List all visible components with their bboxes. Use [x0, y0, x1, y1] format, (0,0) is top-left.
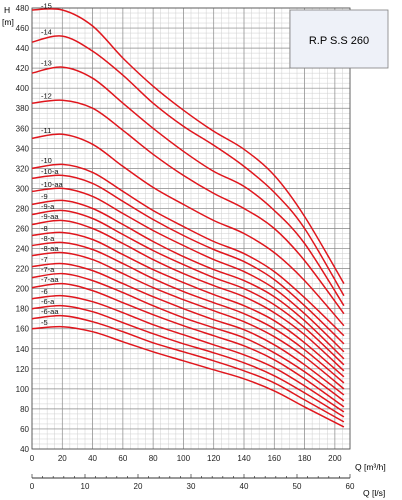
secondary-tick-label: 0 — [30, 482, 35, 491]
pump-curve-14 — [31, 35, 345, 297]
x-tick-label: 140 — [237, 454, 251, 463]
y-tick-label: 460 — [16, 24, 30, 33]
chart-title-box: R.P S.S 260 — [289, 9, 389, 69]
y-tick-label: 440 — [16, 44, 30, 53]
y-tick-label: 120 — [16, 365, 30, 374]
y-tick-label: 340 — [16, 144, 30, 153]
chart-title: R.P S.S 260 — [309, 35, 369, 47]
secondary-tick-label: 50 — [293, 482, 302, 491]
pump-curve-10 — [31, 163, 345, 337]
y-axis-label: H — [4, 5, 10, 15]
y-tick-label: 240 — [16, 245, 30, 254]
stage-label-10-a: -10-a — [41, 167, 59, 176]
stage-label-8: -8 — [41, 224, 48, 233]
stage-label-14: -14 — [41, 28, 52, 37]
secondary-tick-label: 10 — [81, 482, 90, 491]
y-tick-label: 480 — [16, 4, 30, 13]
stage-label-6-a: -6-a — [41, 297, 55, 306]
pump-curve-11 — [31, 133, 345, 327]
pump-curve-15 — [31, 8, 345, 284]
pump-curve-6 — [31, 294, 345, 413]
stage-label-10: -10 — [41, 156, 52, 165]
stage-label-9-a: -9-a — [41, 202, 55, 211]
y-tick-labels: 40 60 80 100 120 140 160 180 200 220 240 260 280 300 3… — [16, 4, 30, 454]
pump-curve-8-a — [31, 241, 345, 384]
secondary-tick-label: 60 — [346, 482, 355, 491]
pump-curves — [31, 8, 345, 428]
x-tick-label: 0 — [30, 454, 35, 463]
x-tick-label: 40 — [88, 454, 97, 463]
y-tick-label: 180 — [16, 305, 30, 314]
x-tick-label: 60 — [118, 454, 127, 463]
y-tick-label: 260 — [16, 225, 30, 234]
y-tick-label: 380 — [16, 104, 30, 113]
stage-label-12: -12 — [41, 92, 52, 101]
x-tick-label: 20 — [58, 454, 67, 463]
y-axis-unit: [m] — [2, 17, 14, 27]
y-tick-label: 200 — [16, 285, 30, 294]
pump-curve-8 — [31, 231, 345, 378]
stage-label-9: -9 — [41, 192, 48, 201]
y-tick-label: 40 — [20, 445, 29, 454]
y-tick-label: 100 — [16, 385, 30, 394]
stage-labels: -15 -14 -13 -12 -11 -10 -10-a -10-aa -9-9-a-9-aa… — [41, 2, 64, 328]
pump-curve-6-aa — [31, 314, 345, 423]
y-tick-label: 280 — [16, 204, 30, 213]
pump-curve-13 — [31, 66, 345, 307]
pump-curve-10-aa — [31, 187, 345, 353]
y-tick-label: 220 — [16, 265, 30, 274]
stage-label-6: -6 — [41, 287, 48, 296]
stage-label-11: -11 — [41, 126, 51, 135]
secondary-tick-label: 40 — [240, 482, 249, 491]
stage-label-10-aa: -10-aa — [41, 180, 64, 189]
stage-label-7: -7 — [41, 255, 48, 264]
x-tick-label: 100 — [177, 454, 191, 463]
pump-curve-7 — [31, 262, 345, 396]
stage-label-13: -13 — [41, 59, 52, 68]
stage-label-15: -15 — [41, 2, 52, 11]
x-tick-label: 200 — [328, 454, 342, 463]
plot-frame — [31, 7, 351, 450]
x-axis-primary-label: Q [m³/h] — [355, 462, 386, 472]
x-tick-label: 160 — [268, 454, 282, 463]
y-tick-label: 300 — [16, 184, 30, 193]
y-tick-label: 320 — [16, 164, 30, 173]
x-tick-labels: 0 20 40 60 80 100 120 140 160 180 200 — [30, 454, 342, 463]
stage-label-8-aa: -8-aa — [41, 244, 59, 253]
x-tick-label: 180 — [298, 454, 312, 463]
pump-curve-7-aa — [31, 282, 345, 408]
pump-curve-9-aa — [31, 219, 345, 372]
pump-curve-12 — [31, 99, 345, 315]
pump-curve-9-a — [31, 209, 345, 366]
x-tick-label: 80 — [149, 454, 158, 463]
pump-curve-8-aa — [31, 251, 345, 390]
stage-label-7-a: -7-a — [41, 265, 55, 274]
pump-curve-7-a — [31, 272, 345, 402]
y-tick-label: 160 — [16, 325, 30, 334]
y-tick-label: 420 — [16, 64, 30, 73]
pump-curve-10-a — [31, 174, 345, 345]
secondary-tick-label: 20 — [134, 482, 143, 491]
stage-label-9-aa: -9-aa — [41, 212, 59, 221]
y-tick-label: 140 — [16, 345, 30, 354]
stage-label-5: -5 — [41, 318, 48, 327]
secondary-x-axis: 0 10 20 30 40 50 60 — [30, 474, 355, 491]
stage-label-7-aa: -7-aa — [41, 275, 59, 284]
y-tick-label: 360 — [16, 124, 30, 133]
pump-curve-9 — [31, 199, 345, 360]
y-tick-label: 80 — [20, 405, 29, 414]
x-tick-label: 120 — [207, 454, 221, 463]
y-tick-label: 60 — [20, 425, 29, 434]
stage-label-6-aa: -6-aa — [41, 307, 59, 316]
stage-label-8-a: -8-a — [41, 234, 55, 243]
pump-curve-6-a — [31, 304, 345, 418]
secondary-tick-label: 30 — [187, 482, 196, 491]
y-tick-label: 400 — [16, 84, 30, 93]
pump-curve-5 — [31, 325, 345, 428]
x-axis-secondary-label: Q [l/s] — [363, 488, 385, 498]
